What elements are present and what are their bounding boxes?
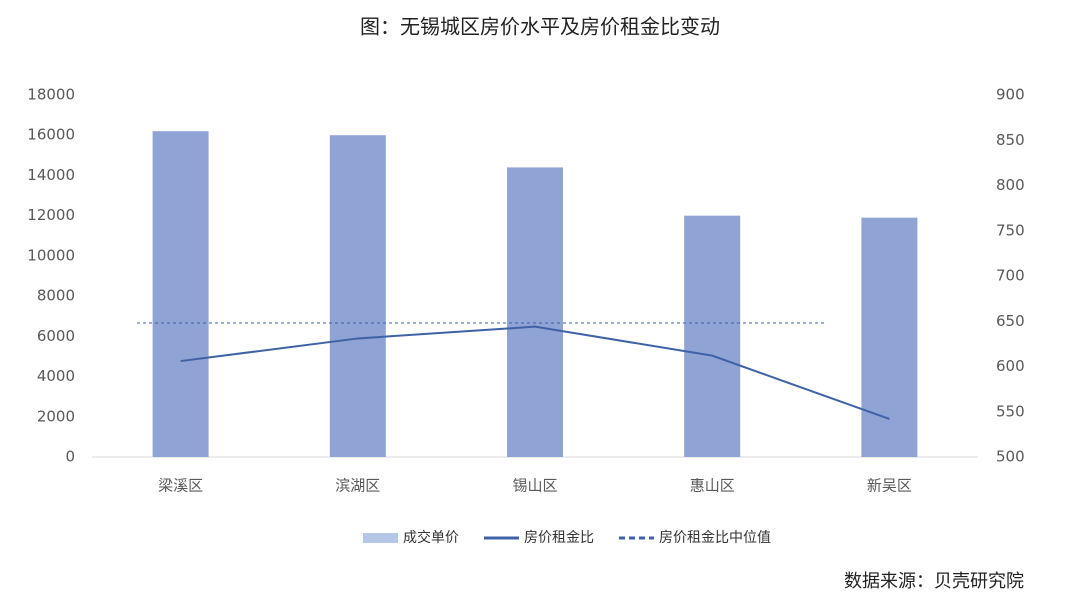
legend-label: 成交单价 [403,529,459,546]
source: 数据来源：贝壳研究院 [844,571,1024,592]
x-tick-label: 新吴区 [867,477,912,495]
y2-tick-label: 550 [996,402,1025,420]
legend-swatch [363,533,398,543]
bar [861,217,918,457]
y2-tick-label: 600 [996,357,1025,375]
x-tick-label: 滨湖区 [335,477,380,495]
chart-title: 图：无锡城区房价水平及房价租金比变动 [360,15,720,39]
y-tick-label: 10000 [27,246,75,264]
y2-tick-label: 500 [996,448,1025,466]
bar [329,135,386,457]
y2-tick-label: 650 [996,312,1025,330]
line [180,325,890,420]
x-tick-label: 惠山区 [690,477,735,495]
y-tick-label: 12000 [27,206,75,224]
y-tick-label: 2000 [37,407,75,425]
legend-label: 房价租金比 [524,530,594,546]
bar [152,131,209,457]
bar [507,167,563,457]
y2-tick-label: 700 [996,267,1025,285]
y-tick-label: 16000 [27,126,75,144]
y-tick-label: 14000 [27,166,75,184]
y-tick-label: 18000 [27,86,75,104]
y2-tick-label: 900 [996,86,1025,104]
y-tick-label: 4000 [37,367,75,385]
y2-tick-label: 750 [996,221,1025,239]
bar [684,215,741,457]
x-tick-label: 锡山区 [512,477,557,495]
y2-tick-label: 800 [996,176,1025,194]
y-tick-label: 8000 [37,287,75,305]
y-tick-label: 0 [65,448,75,466]
x-tick-label: 梁溪区 [158,477,203,495]
y-tick-label: 6000 [37,327,75,345]
y2-tick-label: 850 [996,131,1025,149]
legend-label: 房价租金比中位值 [659,530,771,546]
